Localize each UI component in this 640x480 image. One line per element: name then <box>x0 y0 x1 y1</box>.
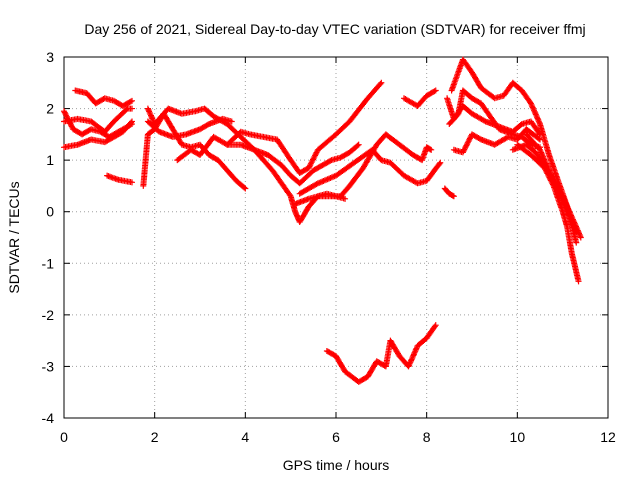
data-points <box>61 56 584 385</box>
series-s14 <box>401 87 439 109</box>
series-s15 <box>441 185 457 200</box>
series-marks <box>61 105 135 135</box>
y-tick-label: -1 <box>42 255 55 271</box>
x-tick-label: 6 <box>332 429 340 445</box>
series-s5 <box>104 172 135 186</box>
series-marks <box>450 126 543 156</box>
series-marks <box>509 141 584 241</box>
series-s12 <box>323 322 439 385</box>
series-s22 <box>509 141 584 241</box>
y-tick-label: -3 <box>42 358 55 374</box>
y-axis-label: SDTVAR / TECUs <box>6 181 22 293</box>
x-tick-label: 10 <box>510 429 526 445</box>
y-tick-label: -4 <box>42 410 55 426</box>
y-tick-label: -2 <box>42 307 55 323</box>
series-s17 <box>446 87 543 151</box>
series-marks <box>446 87 543 151</box>
x-axis-label: GPS time / hours <box>283 457 390 473</box>
series-marks <box>174 79 385 176</box>
series-s11 <box>292 190 349 207</box>
series-s4 <box>72 87 135 109</box>
series-s1 <box>61 105 135 135</box>
series-s18 <box>450 126 543 156</box>
y-tick-label: 3 <box>46 49 54 65</box>
series-s13 <box>296 146 444 197</box>
series-marks <box>401 87 439 109</box>
x-tick-label: 0 <box>60 429 68 445</box>
series-s9 <box>174 79 385 176</box>
series-marks <box>104 172 135 186</box>
chart-title: Day 256 of 2021, Sidereal Day-to-day VTE… <box>84 21 585 37</box>
y-tick-label: 0 <box>46 204 54 220</box>
series-marks <box>61 108 135 140</box>
series-marks <box>441 185 457 200</box>
x-tick-label: 2 <box>151 429 159 445</box>
y-tick-label: 2 <box>46 101 54 117</box>
series-marks <box>72 87 135 109</box>
x-tick-label: 4 <box>241 429 249 445</box>
series-marks <box>296 146 444 197</box>
series-s3 <box>61 108 135 140</box>
series-marks <box>292 190 349 207</box>
x-tick-label: 8 <box>423 429 431 445</box>
y-tick-label: 1 <box>46 152 54 168</box>
series-marks <box>323 322 439 385</box>
x-tick-label: 12 <box>600 429 616 445</box>
